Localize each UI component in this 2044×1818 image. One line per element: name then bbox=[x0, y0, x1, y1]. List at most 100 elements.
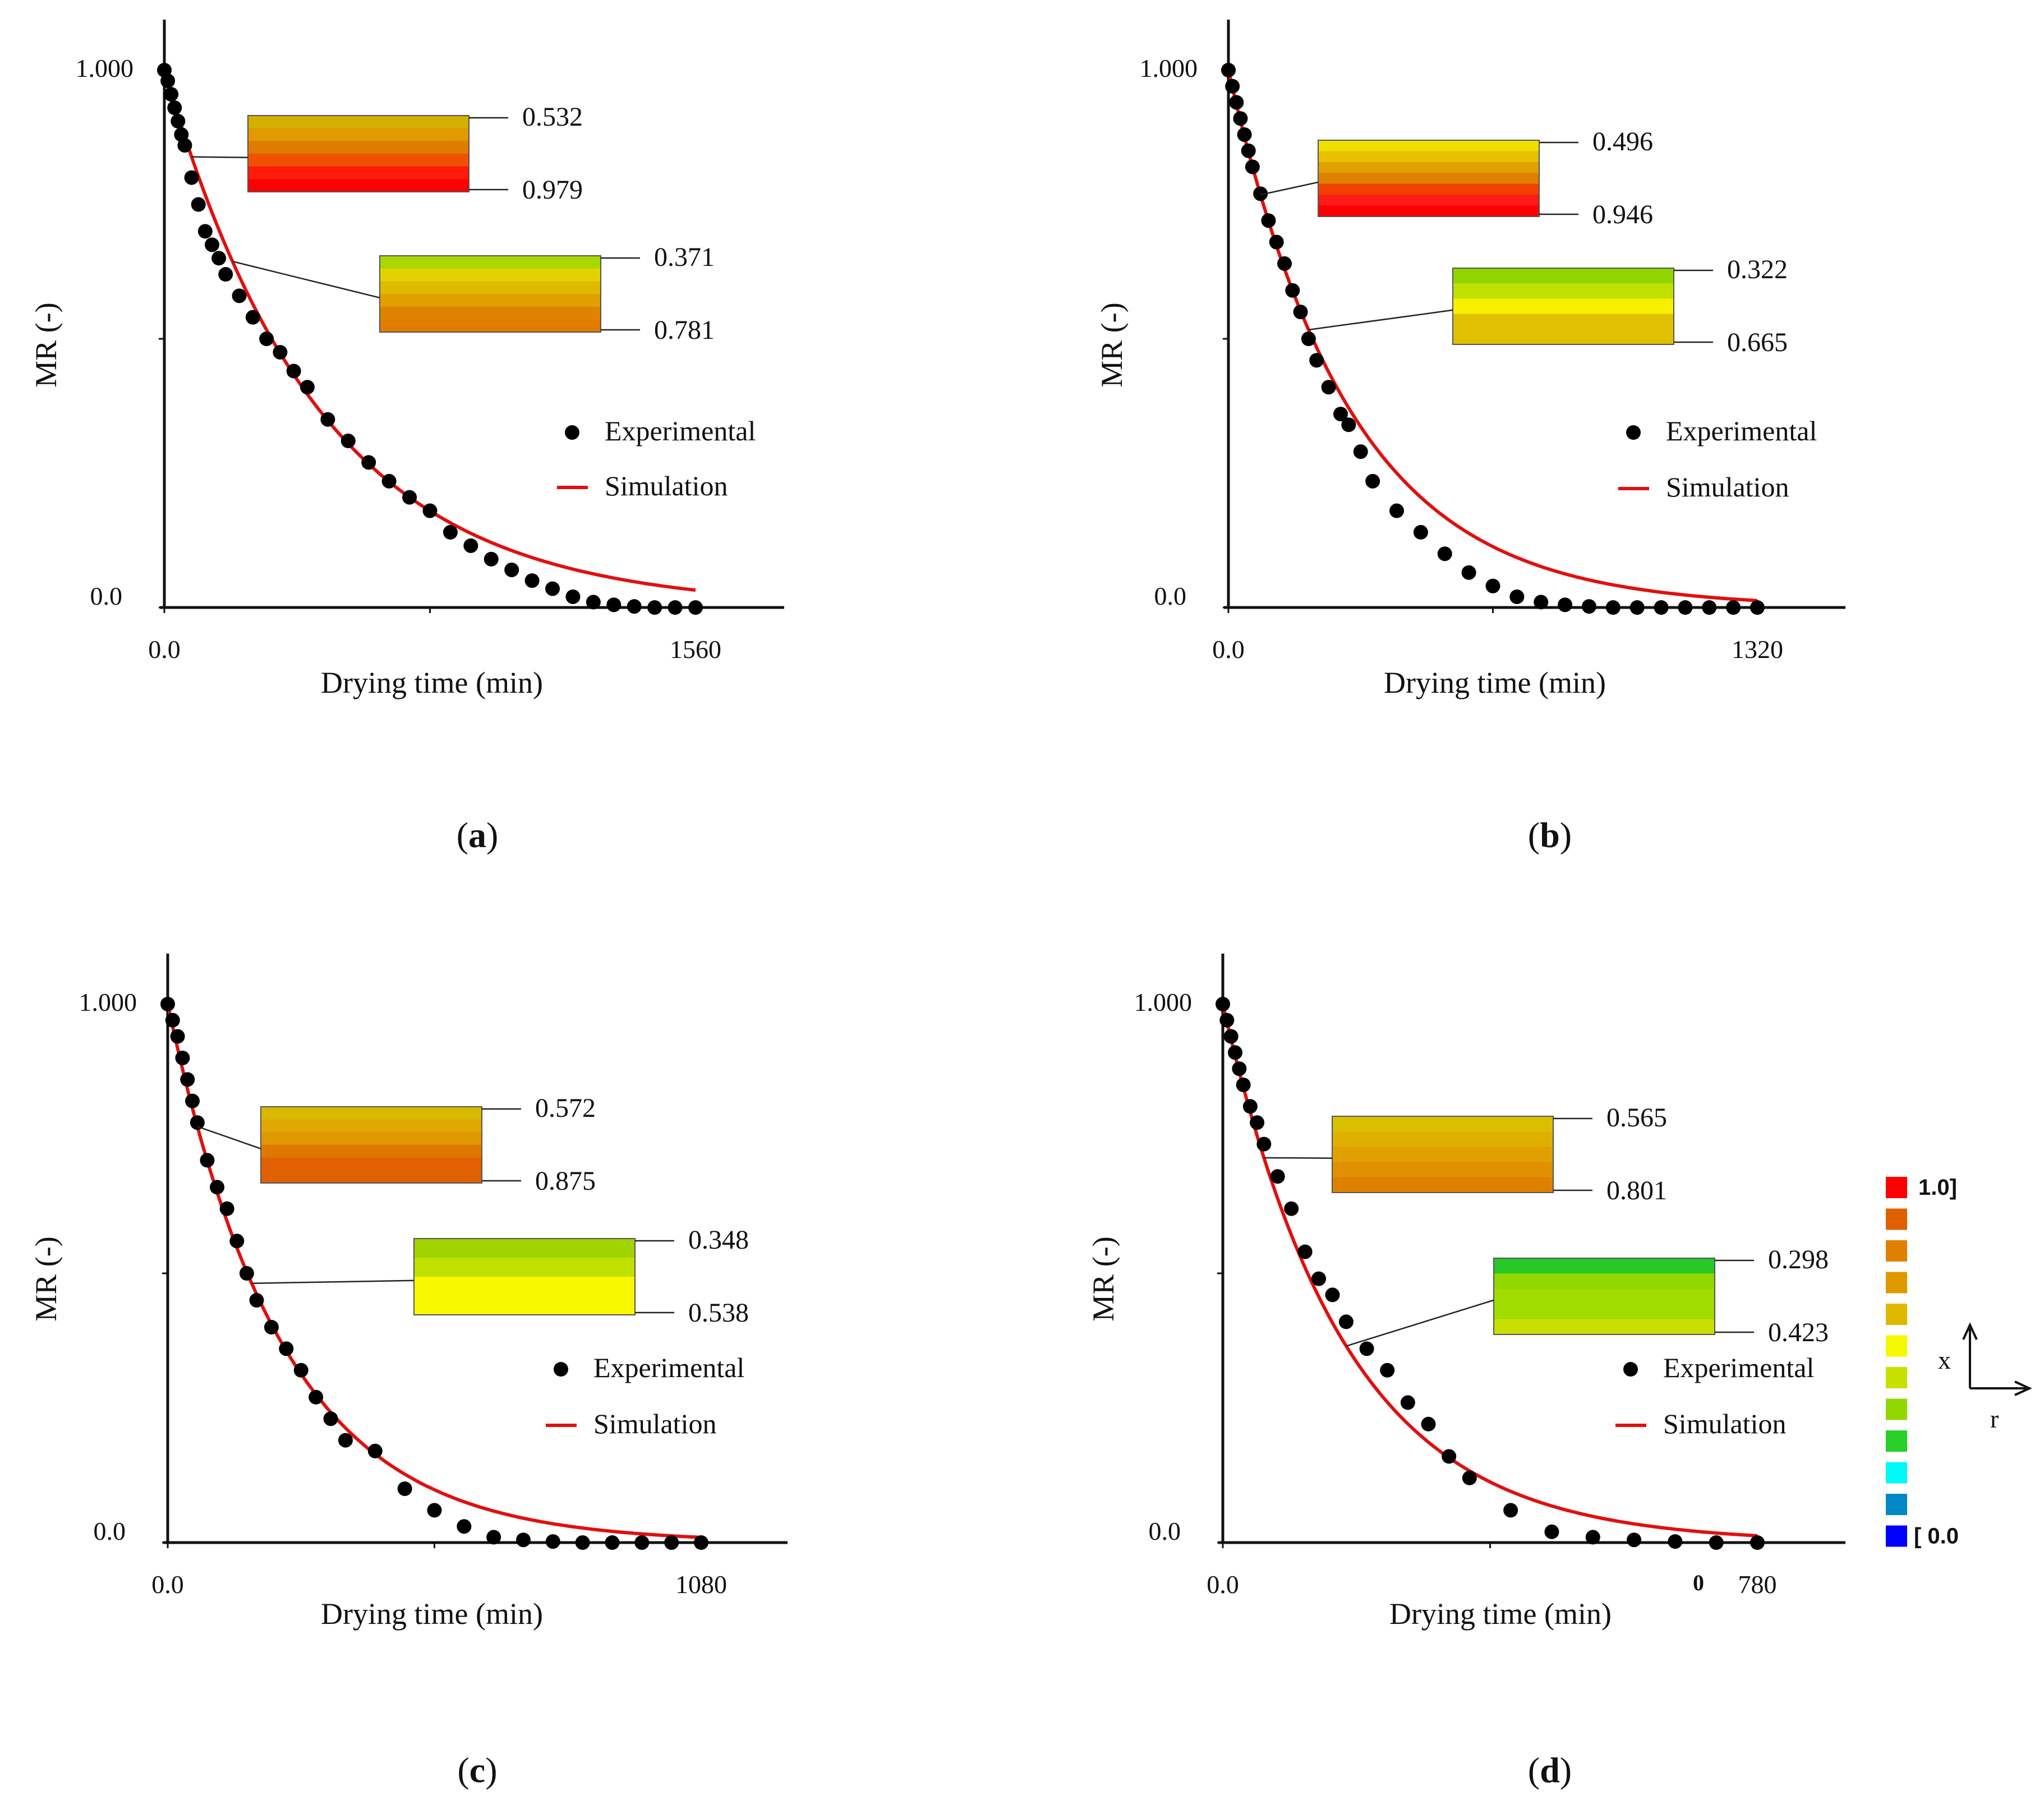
experimental-point bbox=[647, 600, 662, 615]
callout-color-band bbox=[1494, 1319, 1715, 1335]
experimental-point bbox=[1654, 600, 1669, 615]
caption-paren-open: ( bbox=[1528, 1750, 1540, 1790]
chart-panel-d: 1.000 0.0 0.0 780 0 Drying time (min) MR (-) Ex… bbox=[1087, 954, 1845, 1790]
x-direction-label: x bbox=[1938, 1346, 1951, 1374]
experimental-point bbox=[170, 1029, 185, 1044]
experimental-point bbox=[1253, 186, 1268, 201]
experimental-point bbox=[1678, 600, 1693, 615]
x-tick-label-min: 0.0 bbox=[148, 635, 181, 664]
color-scale-swatch bbox=[1886, 1430, 1907, 1452]
callout-top-value: 0.572 bbox=[535, 1093, 596, 1123]
legend-marker-experimental bbox=[1626, 425, 1641, 440]
experimental-point bbox=[1400, 1395, 1415, 1410]
experimental-point bbox=[279, 1341, 294, 1356]
caption-paren-open: ( bbox=[457, 815, 468, 855]
experimental-point bbox=[1233, 111, 1248, 126]
experimental-point bbox=[1365, 473, 1380, 489]
caption-paren-close: ) bbox=[486, 815, 498, 855]
experimental-point bbox=[1219, 1012, 1235, 1028]
experimental-point bbox=[1232, 1061, 1247, 1076]
callout-color-band bbox=[248, 166, 469, 180]
experimental-point bbox=[191, 197, 206, 212]
callout-leader bbox=[1260, 181, 1319, 196]
color-scale-swatch bbox=[1886, 1462, 1907, 1484]
experimental-point bbox=[1221, 63, 1236, 77]
experimental-point bbox=[486, 1530, 501, 1545]
experimental-point bbox=[1297, 1244, 1313, 1259]
callout-color-band bbox=[248, 116, 469, 129]
legend-marker-experimental bbox=[565, 425, 579, 440]
experimental-point bbox=[232, 288, 247, 303]
experimental-point bbox=[1509, 589, 1525, 604]
experimental-point bbox=[211, 251, 227, 266]
callout-color-band bbox=[1494, 1304, 1715, 1320]
color-scale-swatch bbox=[1886, 1304, 1907, 1325]
experimental-point bbox=[1338, 1314, 1354, 1329]
y-axis-label: MR (-) bbox=[29, 302, 63, 387]
experimental-point bbox=[1236, 1078, 1251, 1092]
x-tick-label-max: 780 bbox=[1738, 1570, 1777, 1599]
callout-bottom-value: 0.979 bbox=[522, 175, 583, 205]
experimental-point bbox=[219, 1201, 234, 1216]
callout-color-band bbox=[380, 294, 601, 307]
experimental-point bbox=[171, 114, 186, 129]
x-tick-label-min: 0.0 bbox=[1212, 635, 1245, 664]
callout-color-band bbox=[414, 1277, 635, 1296]
legend-label-simulation: Simulation bbox=[605, 470, 728, 501]
experimental-point bbox=[177, 138, 192, 153]
x-axis-label: Drying time (min) bbox=[321, 1597, 543, 1631]
experimental-point bbox=[204, 237, 219, 252]
callout-color-band bbox=[1453, 329, 1674, 345]
experimental-point bbox=[323, 1411, 338, 1426]
experimental-point bbox=[694, 1535, 708, 1550]
callout-color-band bbox=[380, 268, 601, 282]
experimental-point bbox=[1321, 380, 1336, 395]
callout-color-band bbox=[1332, 1147, 1553, 1163]
experimental-point bbox=[1461, 565, 1476, 580]
y-tick-label-max: 1.000 bbox=[76, 54, 134, 82]
callout-color-band bbox=[414, 1258, 635, 1277]
callout-top-value: 0.298 bbox=[1768, 1245, 1829, 1274]
experimental-point bbox=[1702, 600, 1717, 615]
x-arrow-head-icon bbox=[1962, 1322, 1978, 1340]
experimental-point bbox=[1261, 213, 1276, 228]
experimental-point bbox=[309, 1389, 324, 1405]
callout-color-band bbox=[1318, 151, 1539, 163]
experimental-point bbox=[180, 1072, 195, 1087]
y-axis-label: MR (-) bbox=[1095, 302, 1129, 387]
callout-leader bbox=[197, 1126, 261, 1149]
callout-color-band bbox=[1318, 183, 1539, 195]
callout-color-band bbox=[380, 319, 601, 333]
experimental-point bbox=[1241, 143, 1256, 158]
callout-color-band bbox=[1332, 1116, 1553, 1132]
caption-paren-close: ) bbox=[1560, 815, 1572, 855]
callout-color-band bbox=[1453, 298, 1674, 315]
callout-top-value: 0.322 bbox=[1727, 255, 1788, 284]
experimental-point bbox=[1309, 353, 1324, 368]
callout-frame bbox=[260, 1106, 482, 1184]
experimental-point bbox=[1750, 1535, 1765, 1550]
x-axis-label: Drying time (min) bbox=[321, 666, 543, 699]
experimental-point bbox=[164, 87, 179, 102]
experimental-point bbox=[184, 170, 199, 185]
experimental-point bbox=[463, 538, 478, 553]
experimental-point bbox=[1341, 417, 1356, 432]
callout-1: 0.532 0.979 bbox=[191, 102, 583, 205]
experimental-point bbox=[273, 344, 288, 360]
experimental-point bbox=[320, 412, 335, 427]
y-tick-label-min: 0.0 bbox=[94, 1517, 126, 1545]
experimental-point bbox=[1627, 1532, 1642, 1548]
experimental-point bbox=[664, 1535, 679, 1550]
experimental-point bbox=[1485, 578, 1500, 593]
callout-frame bbox=[1493, 1258, 1715, 1335]
callout-leader bbox=[251, 1279, 415, 1285]
experimental-point bbox=[1277, 256, 1292, 271]
callout-frame bbox=[1318, 140, 1540, 217]
panel-caption: (d) bbox=[1528, 1750, 1572, 1790]
callout-color-band bbox=[261, 1145, 482, 1158]
experimental-point bbox=[1237, 127, 1252, 142]
experimental-point bbox=[427, 1503, 442, 1518]
callout-bottom-value: 0.538 bbox=[688, 1298, 749, 1328]
panel-caption: (c) bbox=[457, 1750, 497, 1790]
callout-leader bbox=[1308, 309, 1453, 331]
